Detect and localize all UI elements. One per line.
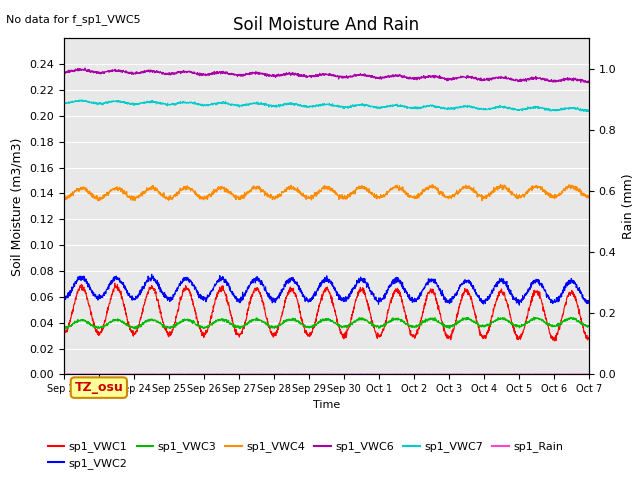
Text: No data for f_sp1_VWC5: No data for f_sp1_VWC5 xyxy=(6,14,141,25)
Legend: sp1_VWC1, sp1_VWC2, sp1_VWC3, sp1_VWC4, sp1_VWC6, sp1_VWC7, sp1_Rain: sp1_VWC1, sp1_VWC2, sp1_VWC3, sp1_VWC4, … xyxy=(44,437,568,473)
X-axis label: Time: Time xyxy=(313,400,340,409)
Title: Soil Moisture And Rain: Soil Moisture And Rain xyxy=(234,16,419,34)
Y-axis label: Rain (mm): Rain (mm) xyxy=(622,174,635,239)
Y-axis label: Soil Moisture (m3/m3): Soil Moisture (m3/m3) xyxy=(11,137,24,276)
Text: TZ_osu: TZ_osu xyxy=(74,381,124,394)
